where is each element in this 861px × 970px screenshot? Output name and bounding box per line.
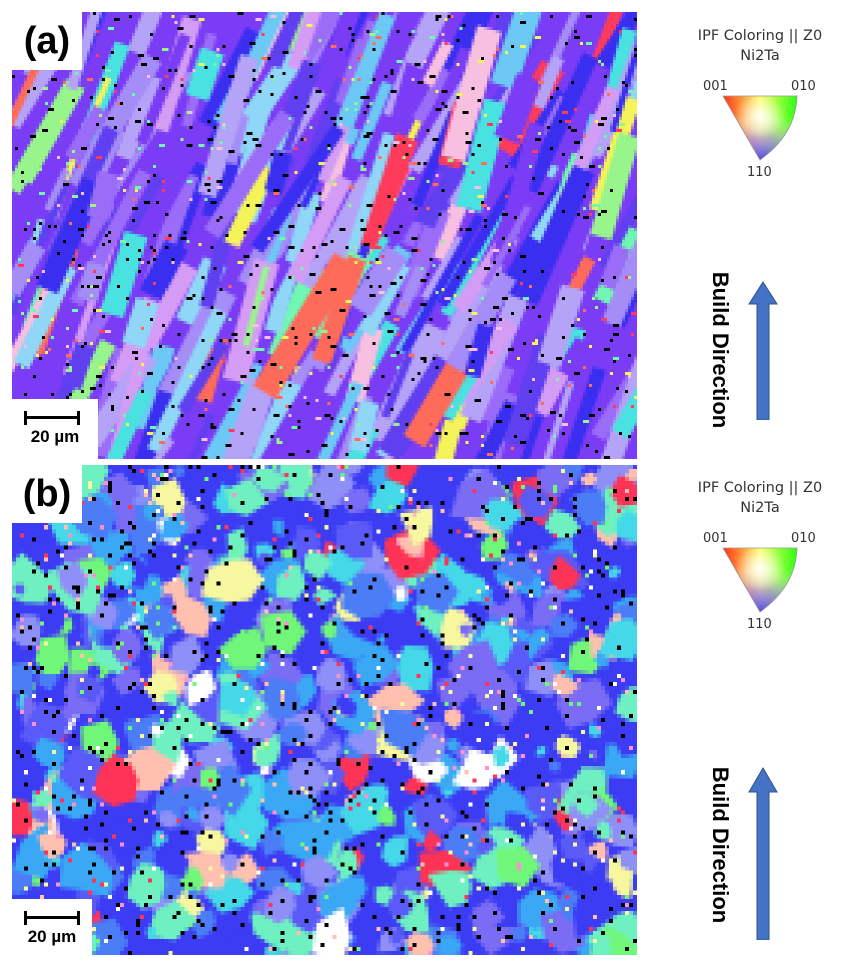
scale-bar-b bbox=[24, 911, 80, 925]
ipf-legend-b: IPF Coloring || Z0 Ni2Ta bbox=[660, 478, 860, 632]
ipf-corner-110-b: 110 bbox=[747, 617, 772, 632]
scale-bar-box-b: 20 µm bbox=[12, 899, 92, 955]
ipf-orientation-map-b bbox=[12, 465, 637, 955]
scale-bar-label-a: 20 µm bbox=[30, 427, 80, 446]
ipf-legend-phase-a: Ni2Ta bbox=[740, 48, 780, 64]
ebsd-map-panel-a: (a) 20 µm bbox=[12, 12, 637, 459]
ipf-corner-110-a: 110 bbox=[747, 165, 772, 180]
ipf-legend-phase-b: Ni2Ta bbox=[740, 500, 780, 516]
ipf-corner-001-a: 001 bbox=[703, 79, 728, 94]
ipf-triangle-a: 001 010 110 bbox=[703, 79, 816, 180]
ipf-corner-010-a: 010 bbox=[791, 79, 816, 94]
ipf-legend-title-a: IPF Coloring || Z0 bbox=[697, 28, 823, 44]
scale-bar-label-b: 20 µm bbox=[27, 927, 77, 946]
up-arrow-icon bbox=[748, 281, 778, 420]
build-direction-a: Build Direction bbox=[700, 260, 810, 440]
build-direction-label-a: Build Direction bbox=[708, 271, 734, 429]
scale-bar-box-a: 20 µm bbox=[12, 399, 98, 459]
build-direction-b: Build Direction bbox=[700, 740, 810, 950]
ipf-orientation-map-a bbox=[12, 12, 637, 459]
ipf-corner-010-b: 010 bbox=[791, 531, 816, 546]
ipf-triangle-b: 001 010 110 bbox=[703, 531, 816, 632]
ipf-legend-title-b: IPF Coloring || Z0 bbox=[697, 480, 823, 496]
build-direction-label-b: Build Direction bbox=[708, 766, 734, 924]
ipf-corner-001-b: 001 bbox=[703, 531, 728, 546]
up-arrow-icon bbox=[748, 767, 778, 940]
panel-label-a: (a) bbox=[12, 12, 82, 70]
ipf-legend-a: IPF Coloring || Z0 Ni2Ta bbox=[660, 26, 860, 180]
scale-bar-a bbox=[24, 411, 80, 425]
panel-label-b: (b) bbox=[12, 465, 82, 523]
ebsd-map-panel-b: (b) 20 µm bbox=[12, 465, 637, 955]
